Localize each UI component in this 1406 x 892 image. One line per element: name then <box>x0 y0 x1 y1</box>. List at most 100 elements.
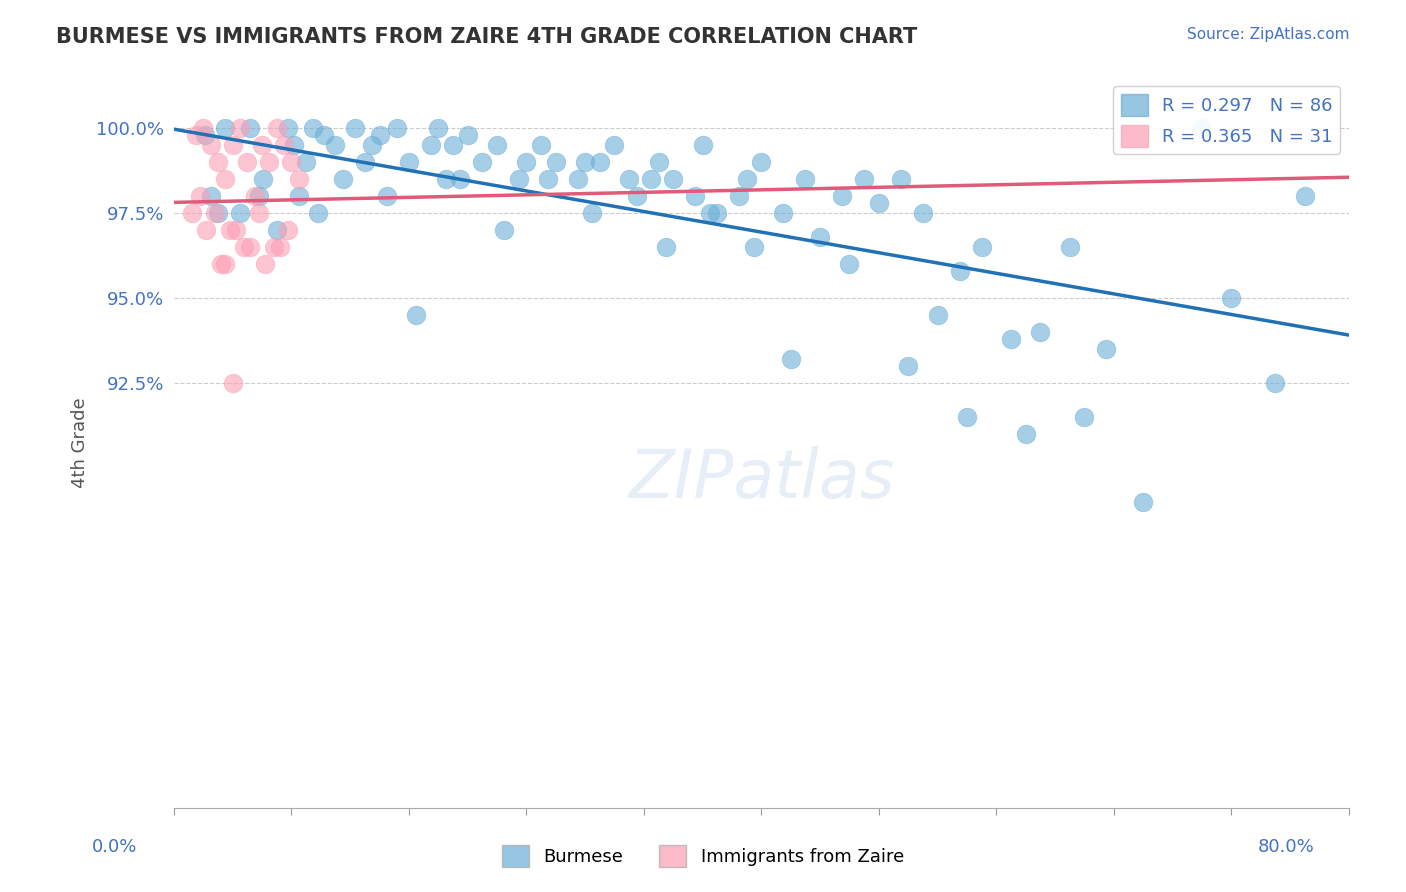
Point <box>353 155 375 169</box>
Point <box>1220 291 1243 305</box>
Point <box>269 240 291 254</box>
Point <box>619 172 641 186</box>
Point <box>277 121 299 136</box>
Point <box>266 121 288 136</box>
Point <box>419 138 441 153</box>
Point <box>574 155 596 169</box>
Point <box>897 359 920 373</box>
Point <box>685 189 707 203</box>
Point <box>1264 376 1286 390</box>
Point <box>332 172 354 186</box>
Point <box>515 155 537 169</box>
Point <box>361 138 384 153</box>
Legend: R = 0.297   N = 86, R = 0.365   N = 31: R = 0.297 N = 86, R = 0.365 N = 31 <box>1114 87 1340 154</box>
Point <box>287 172 309 186</box>
Point <box>890 172 912 186</box>
Point <box>280 155 302 169</box>
Point <box>647 155 669 169</box>
Point <box>1073 410 1095 425</box>
Point <box>457 128 479 143</box>
Point <box>188 189 211 203</box>
Point <box>772 206 794 220</box>
Point <box>266 223 288 237</box>
Point <box>581 206 603 220</box>
Point <box>243 189 266 203</box>
Point <box>385 121 408 136</box>
Point <box>970 240 993 254</box>
Point <box>229 121 252 136</box>
Point <box>471 155 494 169</box>
Point <box>530 138 553 153</box>
Point <box>247 189 270 203</box>
Point <box>1095 342 1118 356</box>
Point <box>207 206 229 220</box>
Point <box>728 189 751 203</box>
Point <box>398 155 420 169</box>
Point <box>252 172 274 186</box>
Point <box>911 206 934 220</box>
Point <box>225 223 247 237</box>
Point <box>603 138 626 153</box>
Point <box>184 128 207 143</box>
Point <box>312 128 335 143</box>
Point <box>853 172 876 186</box>
Point <box>838 257 860 271</box>
Point <box>295 155 318 169</box>
Point <box>195 223 218 237</box>
Point <box>218 223 240 237</box>
Point <box>808 230 831 244</box>
Point <box>302 121 325 136</box>
Point <box>655 240 678 254</box>
Point <box>239 240 262 254</box>
Point <box>779 352 801 367</box>
Point <box>204 206 226 220</box>
Point <box>287 189 309 203</box>
Point <box>427 121 450 136</box>
Point <box>307 206 329 220</box>
Legend: Burmese, Immigrants from Zaire: Burmese, Immigrants from Zaire <box>495 838 911 874</box>
Point <box>640 172 662 186</box>
Point <box>283 138 305 153</box>
Point <box>236 155 259 169</box>
Point <box>544 155 567 169</box>
Text: 80.0%: 80.0% <box>1258 838 1315 856</box>
Point <box>247 206 270 220</box>
Point <box>537 172 560 186</box>
Point <box>239 121 262 136</box>
Point <box>589 155 612 169</box>
Point <box>706 206 728 220</box>
Point <box>662 172 685 186</box>
Point <box>692 138 714 153</box>
Point <box>233 240 256 254</box>
Point <box>325 138 347 153</box>
Point <box>207 155 229 169</box>
Point <box>831 189 853 203</box>
Point <box>485 138 508 153</box>
Point <box>221 376 243 390</box>
Point <box>626 189 648 203</box>
Point <box>200 138 222 153</box>
Text: 0.0%: 0.0% <box>91 838 136 856</box>
Point <box>1000 332 1022 346</box>
Text: BURMESE VS IMMIGRANTS FROM ZAIRE 4TH GRADE CORRELATION CHART: BURMESE VS IMMIGRANTS FROM ZAIRE 4TH GRA… <box>56 27 918 46</box>
Point <box>742 240 765 254</box>
Point <box>343 121 366 136</box>
Point <box>273 138 295 153</box>
Point <box>214 172 236 186</box>
Y-axis label: 4th Grade: 4th Grade <box>72 397 89 488</box>
Point <box>209 257 232 271</box>
Point <box>180 206 202 220</box>
Point <box>1029 325 1052 339</box>
Point <box>449 172 471 186</box>
Point <box>441 138 464 153</box>
Point <box>214 121 236 136</box>
Point <box>221 138 243 153</box>
Point <box>368 128 391 143</box>
Point <box>277 223 299 237</box>
Point <box>927 308 949 322</box>
Point <box>229 206 252 220</box>
Point <box>508 172 530 186</box>
Point <box>214 257 236 271</box>
Text: ZIPatlas: ZIPatlas <box>628 446 894 512</box>
Point <box>434 172 457 186</box>
